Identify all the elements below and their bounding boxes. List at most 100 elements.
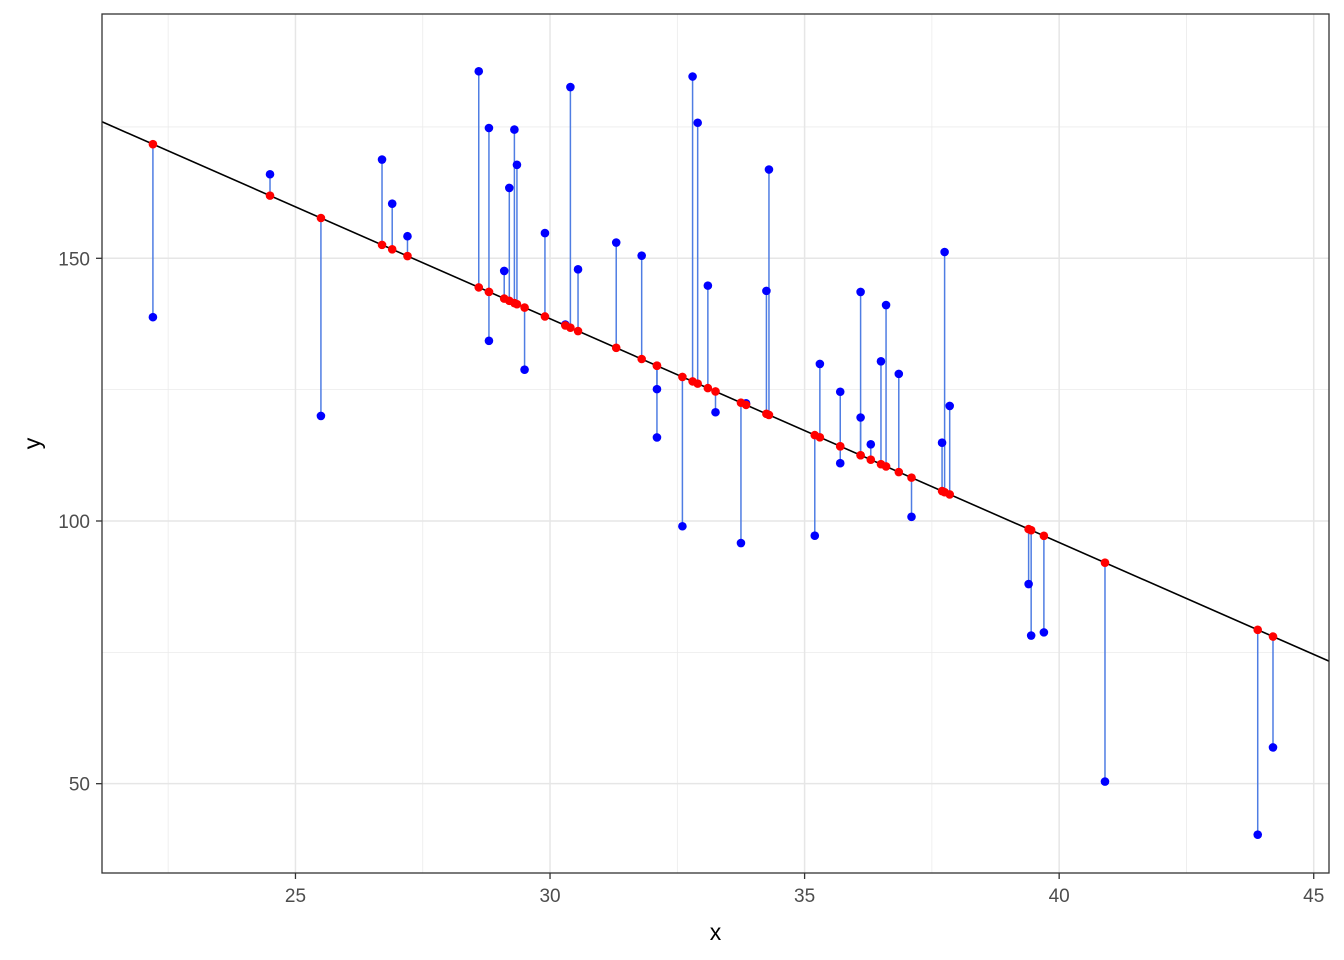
observed-point xyxy=(148,312,158,322)
fitted-point xyxy=(573,326,583,336)
x-tick-label: 45 xyxy=(1303,886,1324,907)
observed-point xyxy=(510,125,519,134)
observed-point xyxy=(520,365,529,374)
fitted-point xyxy=(484,287,494,297)
y-axis-ticks: 50 100 150 xyxy=(58,249,102,796)
fitted-point xyxy=(1253,625,1263,635)
observed-point xyxy=(1039,628,1049,637)
fitted-point xyxy=(703,383,713,393)
fitted-point xyxy=(611,343,621,353)
fitted-point xyxy=(265,191,275,200)
observed-point xyxy=(678,521,687,531)
observed-point xyxy=(387,199,397,208)
observed-point xyxy=(835,387,845,397)
observed-points xyxy=(148,66,1278,839)
fitted-point xyxy=(866,455,876,465)
observed-point xyxy=(499,266,509,276)
x-axis-ticks: 25 30 35 40 45 xyxy=(285,873,1324,907)
observed-point xyxy=(1024,579,1033,589)
grid-lines xyxy=(102,14,1329,873)
observed-point xyxy=(1026,631,1036,640)
x-axis-title: x xyxy=(710,919,722,945)
observed-point xyxy=(856,287,865,297)
fitted-point xyxy=(566,323,575,332)
observed-point xyxy=(815,359,825,369)
fitted-point xyxy=(387,245,397,254)
observed-point xyxy=(762,286,771,296)
observed-point xyxy=(736,538,746,548)
observed-point xyxy=(703,281,713,290)
observed-point xyxy=(866,439,876,449)
fitted-point xyxy=(474,283,484,292)
fitted-point xyxy=(907,473,916,482)
y-tick-label: 50 xyxy=(69,775,90,796)
observed-point xyxy=(894,369,904,379)
fitted-point xyxy=(377,240,387,250)
observed-point xyxy=(540,228,550,238)
observed-point xyxy=(265,169,275,179)
y-tick-label: 150 xyxy=(58,249,90,270)
observed-point xyxy=(512,160,522,170)
fitted-point xyxy=(540,312,550,321)
observed-point xyxy=(377,155,387,164)
observed-point xyxy=(484,123,494,133)
fitted-point xyxy=(856,450,865,460)
observed-point xyxy=(652,384,662,394)
fitted-point xyxy=(693,379,702,388)
observed-point xyxy=(907,512,916,522)
observed-point xyxy=(881,300,891,310)
fitted-point xyxy=(881,462,891,471)
observed-point xyxy=(693,118,702,128)
fitted-point xyxy=(764,410,774,420)
observed-point xyxy=(810,531,820,541)
fitted-point xyxy=(148,139,158,149)
fitted-point xyxy=(945,490,954,499)
observed-point xyxy=(1253,830,1263,839)
observed-point xyxy=(835,458,845,468)
fitted-point xyxy=(652,361,662,371)
fitted-point xyxy=(1100,558,1110,567)
observed-point xyxy=(940,247,949,257)
observed-point xyxy=(1100,777,1110,786)
fitted-points xyxy=(148,139,1278,641)
fitted-point xyxy=(1268,632,1278,641)
residual-lines xyxy=(152,71,1274,835)
y-axis-title: y xyxy=(19,437,45,449)
y-tick-label: 100 xyxy=(58,512,90,533)
observed-point xyxy=(474,66,484,76)
fitted-point xyxy=(741,400,751,410)
fitted-point xyxy=(894,467,904,477)
fitted-point xyxy=(512,299,522,309)
observed-point xyxy=(764,165,774,174)
fitted-point xyxy=(637,354,646,364)
observed-point xyxy=(876,356,886,366)
x-tick-label: 40 xyxy=(1049,886,1070,907)
panel-border xyxy=(101,13,1330,874)
observed-point xyxy=(316,411,326,421)
x-tick-label: 30 xyxy=(539,886,560,907)
observed-point xyxy=(937,438,947,448)
observed-point xyxy=(484,336,494,346)
observed-point xyxy=(856,413,865,422)
fitted-point xyxy=(711,387,720,396)
observed-point xyxy=(688,72,697,81)
observed-point xyxy=(711,407,720,417)
observed-point xyxy=(652,433,662,442)
fitted-point xyxy=(835,441,845,451)
observed-point xyxy=(1268,743,1278,752)
observed-point xyxy=(945,401,954,411)
fitted-point xyxy=(520,303,529,312)
fitted-point xyxy=(316,213,326,223)
observed-point xyxy=(637,251,646,260)
fitted-point xyxy=(1026,525,1036,535)
observed-point xyxy=(505,183,514,193)
observed-point xyxy=(573,265,583,274)
observed-point xyxy=(403,231,412,241)
x-tick-label: 25 xyxy=(285,886,306,907)
observed-point xyxy=(566,82,575,92)
x-tick-label: 35 xyxy=(794,886,815,907)
fitted-point xyxy=(403,251,412,261)
fitted-point xyxy=(1039,531,1049,541)
fitted-point xyxy=(815,433,825,442)
